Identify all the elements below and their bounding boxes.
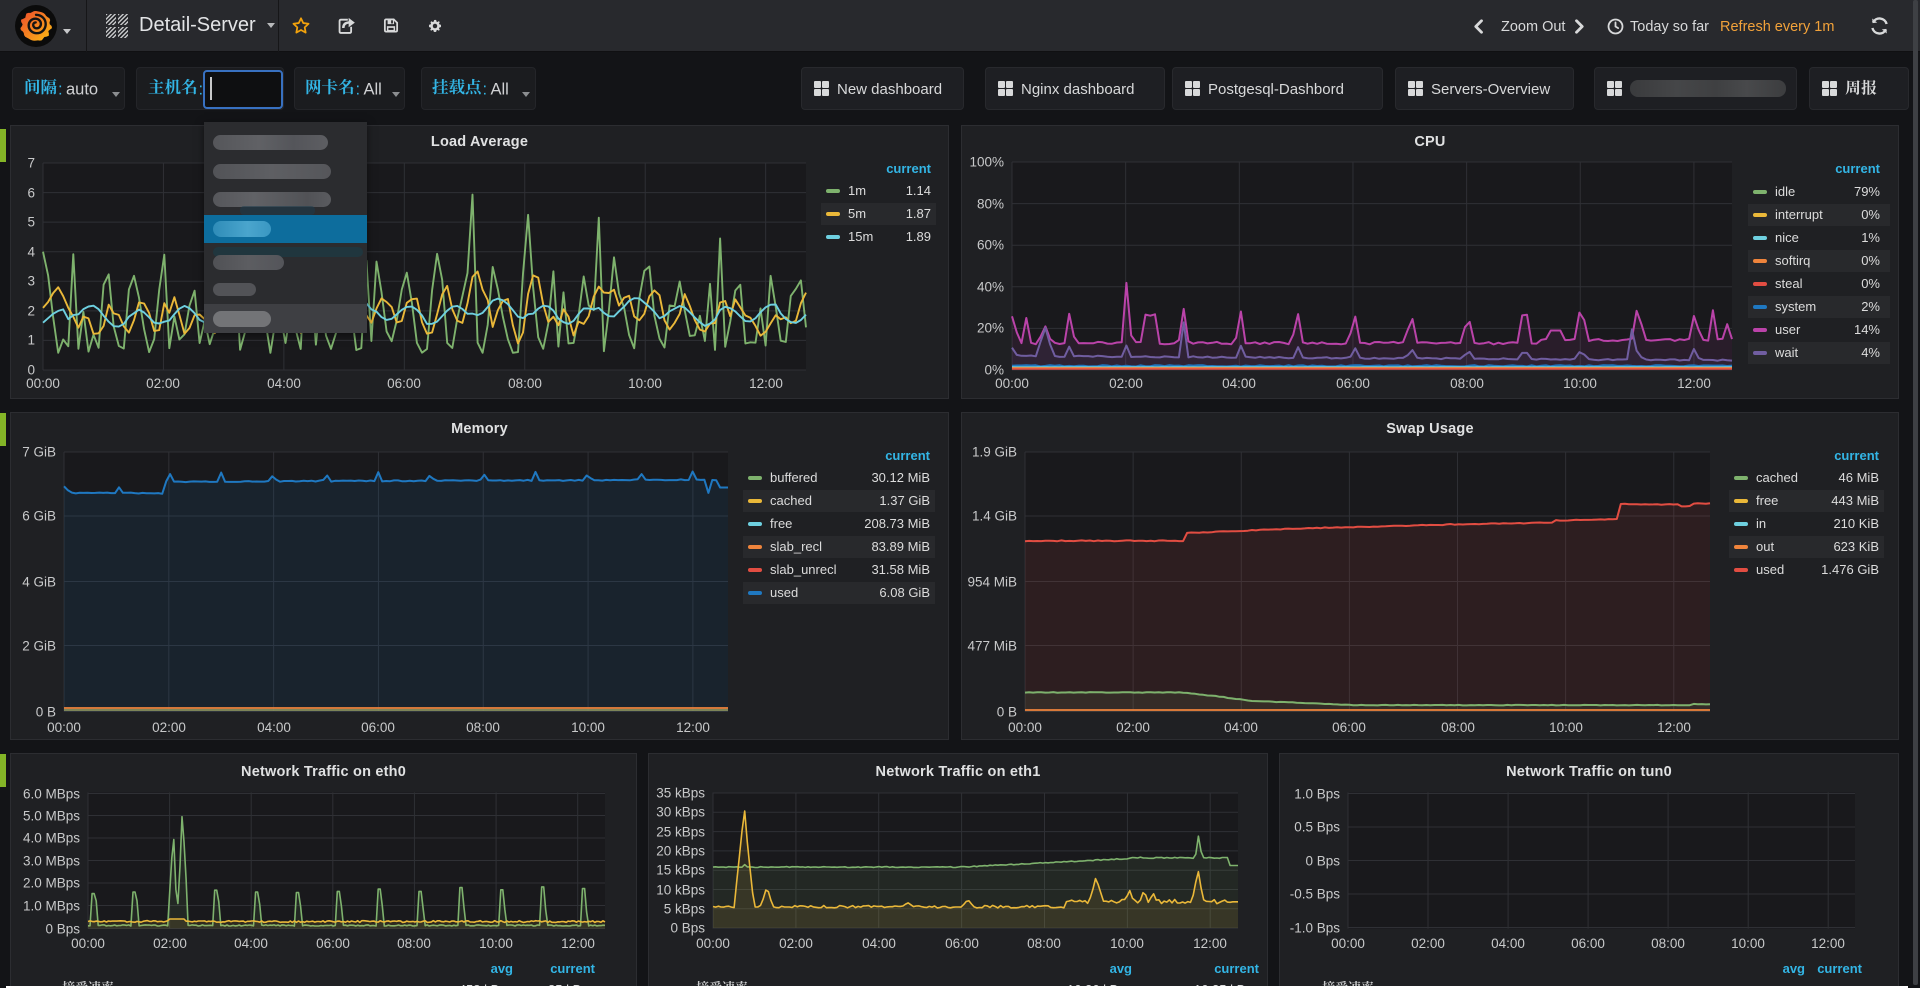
svg-text::: : xyxy=(58,81,63,99)
svg-text::: : xyxy=(483,81,488,99)
svg-text:All: All xyxy=(364,81,382,99)
svg-text:All: All xyxy=(491,81,509,99)
svg-text::: : xyxy=(356,81,361,99)
svg-text::: : xyxy=(199,81,204,99)
svg-text:auto: auto xyxy=(66,81,98,99)
